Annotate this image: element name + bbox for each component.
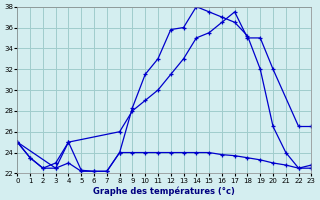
X-axis label: Graphe des températures (°c): Graphe des températures (°c) xyxy=(93,186,235,196)
